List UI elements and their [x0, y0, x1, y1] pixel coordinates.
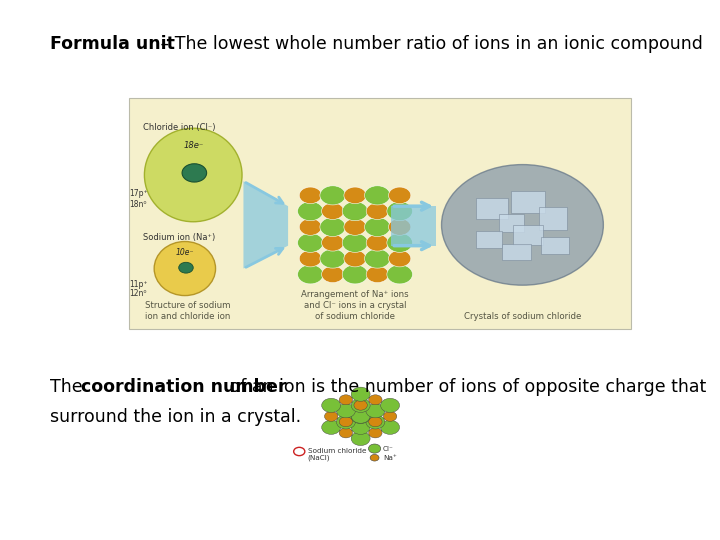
Circle shape — [320, 249, 346, 268]
Circle shape — [387, 201, 413, 221]
Circle shape — [325, 411, 338, 421]
Text: Sodium chloride: Sodium chloride — [307, 449, 366, 455]
Circle shape — [354, 400, 367, 410]
Circle shape — [344, 250, 366, 267]
Circle shape — [182, 164, 207, 182]
Circle shape — [381, 420, 400, 434]
Circle shape — [351, 420, 370, 434]
Text: – The lowest whole number ratio of ions in an ionic compound: – The lowest whole number ratio of ions … — [155, 35, 703, 53]
Circle shape — [297, 201, 323, 221]
Circle shape — [369, 444, 381, 453]
Circle shape — [387, 265, 413, 284]
Circle shape — [322, 399, 341, 413]
Text: Crystals of sodium chloride: Crystals of sodium chloride — [464, 312, 581, 321]
FancyBboxPatch shape — [539, 207, 567, 230]
Text: Cl⁻: Cl⁻ — [383, 446, 394, 451]
Text: coordination number: coordination number — [81, 378, 287, 396]
FancyBboxPatch shape — [499, 214, 524, 232]
Circle shape — [351, 431, 370, 446]
Circle shape — [366, 203, 389, 219]
Ellipse shape — [145, 128, 242, 222]
Text: of an ion is the number of ions of opposite charge that: of an ion is the number of ions of oppos… — [224, 378, 706, 396]
Circle shape — [322, 420, 341, 434]
Circle shape — [366, 234, 389, 251]
FancyBboxPatch shape — [503, 244, 531, 260]
Circle shape — [297, 265, 323, 284]
Circle shape — [336, 415, 356, 429]
Circle shape — [344, 219, 366, 235]
Text: Arrangement of Na⁺ ions
and Cl⁻ ions in a crystal
of sodium chloride: Arrangement of Na⁺ ions and Cl⁻ ions in … — [301, 290, 409, 321]
Ellipse shape — [154, 241, 215, 295]
Circle shape — [322, 203, 344, 219]
Text: 12n⁰: 12n⁰ — [129, 289, 147, 298]
FancyBboxPatch shape — [510, 191, 545, 213]
Circle shape — [339, 395, 353, 405]
Text: (NaCl): (NaCl) — [307, 455, 330, 461]
Circle shape — [364, 186, 390, 205]
FancyBboxPatch shape — [513, 225, 544, 245]
Circle shape — [389, 219, 411, 235]
Circle shape — [300, 187, 322, 204]
Circle shape — [322, 234, 344, 251]
Circle shape — [383, 411, 397, 421]
FancyBboxPatch shape — [476, 198, 508, 219]
FancyBboxPatch shape — [476, 231, 503, 248]
Circle shape — [342, 233, 368, 252]
Polygon shape — [243, 181, 288, 268]
Circle shape — [369, 417, 382, 427]
Circle shape — [339, 417, 353, 427]
Circle shape — [370, 454, 379, 461]
Circle shape — [322, 266, 344, 282]
Circle shape — [300, 250, 322, 267]
Text: Chloride ion (Cl⁻): Chloride ion (Cl⁻) — [143, 123, 215, 132]
Circle shape — [369, 406, 382, 416]
Circle shape — [441, 165, 603, 285]
Text: 17p⁺: 17p⁺ — [129, 189, 148, 198]
Circle shape — [339, 428, 353, 438]
Polygon shape — [392, 206, 436, 246]
Circle shape — [351, 399, 370, 413]
FancyBboxPatch shape — [129, 98, 631, 329]
Circle shape — [364, 218, 390, 237]
Text: surround the ion in a crystal.: surround the ion in a crystal. — [50, 408, 302, 426]
Circle shape — [342, 265, 368, 284]
Circle shape — [297, 233, 323, 252]
Circle shape — [366, 266, 389, 282]
Circle shape — [369, 428, 382, 438]
Text: Formula unit: Formula unit — [50, 35, 175, 53]
Circle shape — [320, 186, 346, 205]
Text: 18e⁻: 18e⁻ — [183, 140, 203, 150]
Circle shape — [381, 399, 400, 413]
Text: The: The — [50, 378, 89, 396]
Circle shape — [320, 218, 346, 237]
Circle shape — [354, 422, 367, 433]
Circle shape — [389, 187, 411, 204]
Circle shape — [344, 187, 366, 204]
Circle shape — [369, 395, 382, 405]
Circle shape — [387, 233, 413, 252]
Text: Structure of sodium
ion and chloride ion: Structure of sodium ion and chloride ion — [145, 301, 230, 321]
Circle shape — [179, 262, 193, 273]
Circle shape — [366, 415, 385, 429]
Circle shape — [351, 409, 370, 423]
FancyBboxPatch shape — [541, 237, 569, 254]
Circle shape — [339, 406, 353, 416]
Circle shape — [364, 249, 390, 268]
Text: Sodium ion (Na⁺): Sodium ion (Na⁺) — [143, 233, 215, 242]
Text: Na⁺: Na⁺ — [383, 455, 397, 461]
Circle shape — [300, 219, 322, 235]
Text: 10e⁻: 10e⁻ — [176, 248, 194, 257]
Circle shape — [336, 404, 356, 418]
Circle shape — [342, 201, 368, 221]
Text: 18n⁰: 18n⁰ — [129, 200, 147, 208]
Circle shape — [366, 404, 385, 418]
Circle shape — [351, 409, 370, 423]
Circle shape — [351, 387, 370, 401]
Text: 11p⁺: 11p⁺ — [129, 280, 148, 289]
Circle shape — [354, 411, 367, 421]
Circle shape — [389, 250, 411, 267]
